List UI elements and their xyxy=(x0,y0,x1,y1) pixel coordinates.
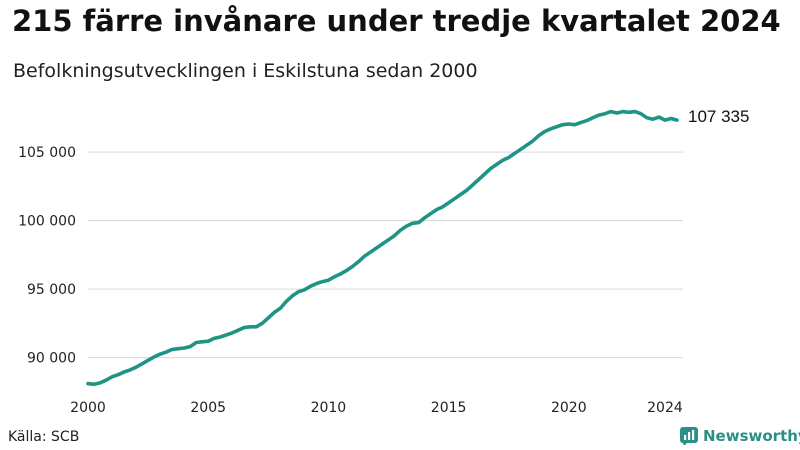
bar-chart-logo-icon xyxy=(680,427,698,445)
y-tick-label: 90 000 xyxy=(27,351,76,367)
source-note: Källa: SCB xyxy=(8,429,80,445)
x-tick-label: 2015 xyxy=(431,400,467,416)
end-value-label: 107 335 xyxy=(688,107,749,126)
chart-title: 215 färre invånare under tredje kvartale… xyxy=(12,4,781,38)
x-tick-label: 2024 xyxy=(647,400,683,416)
y-tick-label: 95 000 xyxy=(27,282,76,298)
brand-name: Newsworthy xyxy=(703,427,800,445)
x-axis-ticks: 2000 2005 2010 2015 2020 2024 xyxy=(70,400,683,416)
y-tick-label: 100 000 xyxy=(18,214,76,230)
chart-subtitle: Befolkningsutvecklingen i Eskilstuna sed… xyxy=(13,60,478,82)
x-tick-label: 2005 xyxy=(190,400,226,416)
x-tick-label: 2010 xyxy=(311,400,347,416)
population-line xyxy=(86,109,679,387)
y-tick-label: 105 000 xyxy=(18,145,76,161)
newsworthy-logo: Newsworthy xyxy=(680,427,800,445)
x-tick-label: 2020 xyxy=(551,400,587,416)
x-tick-label: 2000 xyxy=(70,400,106,416)
grid-lines xyxy=(88,151,683,359)
y-axis-ticks: 90 000 95 000 100 000 105 000 xyxy=(18,145,76,367)
